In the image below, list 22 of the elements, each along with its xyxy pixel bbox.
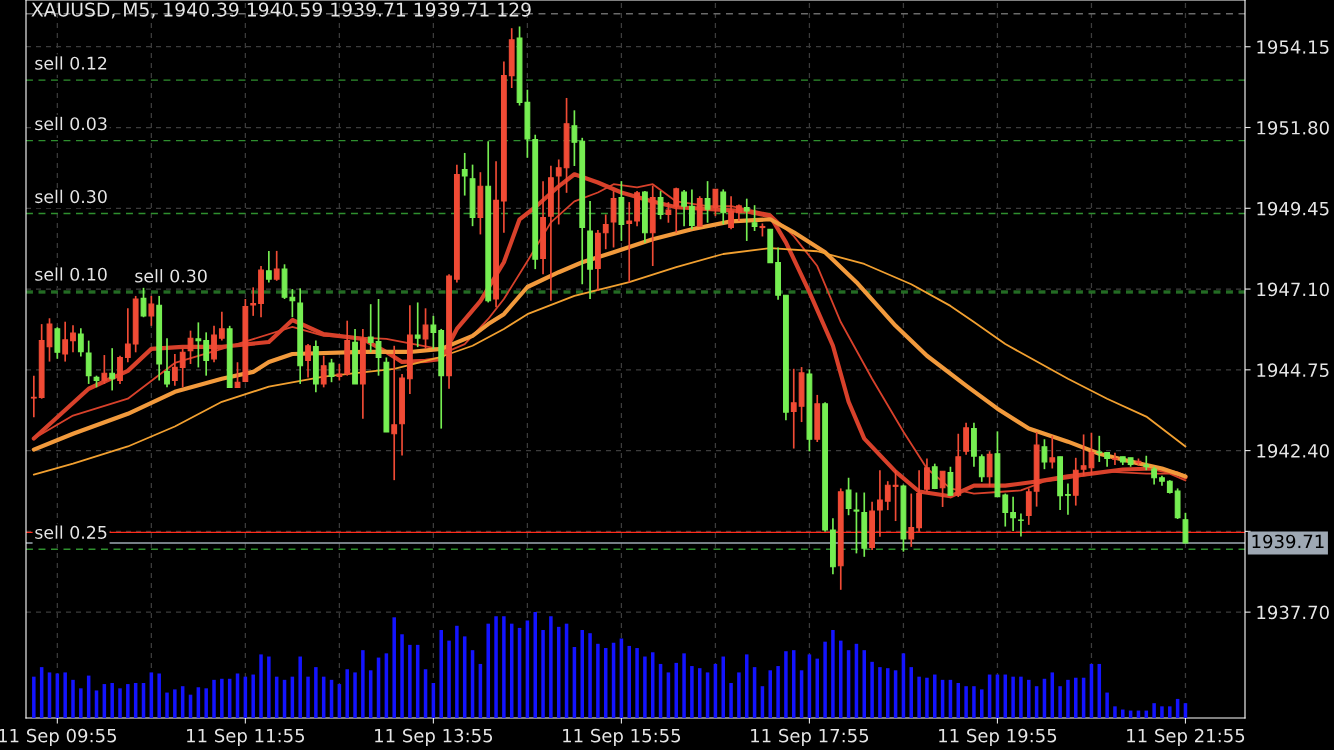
ref-line-label: 1939.71 [1252, 534, 1324, 549]
x-tick-label: 11 Sep 17:55 [751, 728, 869, 746]
x-tick-label: 11 Sep 19:55 [939, 728, 1057, 746]
y-tick-label: 1947.10 [1257, 282, 1329, 297]
y-tick-label: 1937.70 [1257, 605, 1329, 620]
y-tick-label: 1944.75 [1257, 363, 1329, 377]
chart-title: XAUUSD, M5, 1940.39 1940.59 1939.71 1939.71 129 [31, 2, 531, 19]
ref-line-label: sell 0.30 [135, 269, 207, 283]
x-tick-label: 11 Sep 13:55 [375, 728, 493, 746]
ref-line-label: sell 0.25 [35, 525, 107, 539]
ref-line-label: sell 0.12 [35, 56, 107, 70]
x-tick-label: 11 Sep 09:55 [0, 728, 117, 746]
ref-line-label: sell 0.30 [35, 189, 107, 204]
x-tick-label: 11 Sep 11:55 [187, 728, 305, 746]
y-tick-label: 1951.80 [1257, 120, 1329, 135]
y-tick-label: 1949.45 [1257, 201, 1329, 216]
ref-line-label: sell 0.10 [35, 267, 107, 281]
ref-line-label: sell 0.03 [35, 116, 107, 131]
x-tick-label: 11 Sep 15:55 [563, 728, 681, 746]
y-tick-label: 1942.40 [1257, 444, 1329, 458]
x-tick-label: 11 Sep 21:55 [1127, 728, 1245, 746]
y-tick-label: 1954.15 [1257, 40, 1329, 54]
